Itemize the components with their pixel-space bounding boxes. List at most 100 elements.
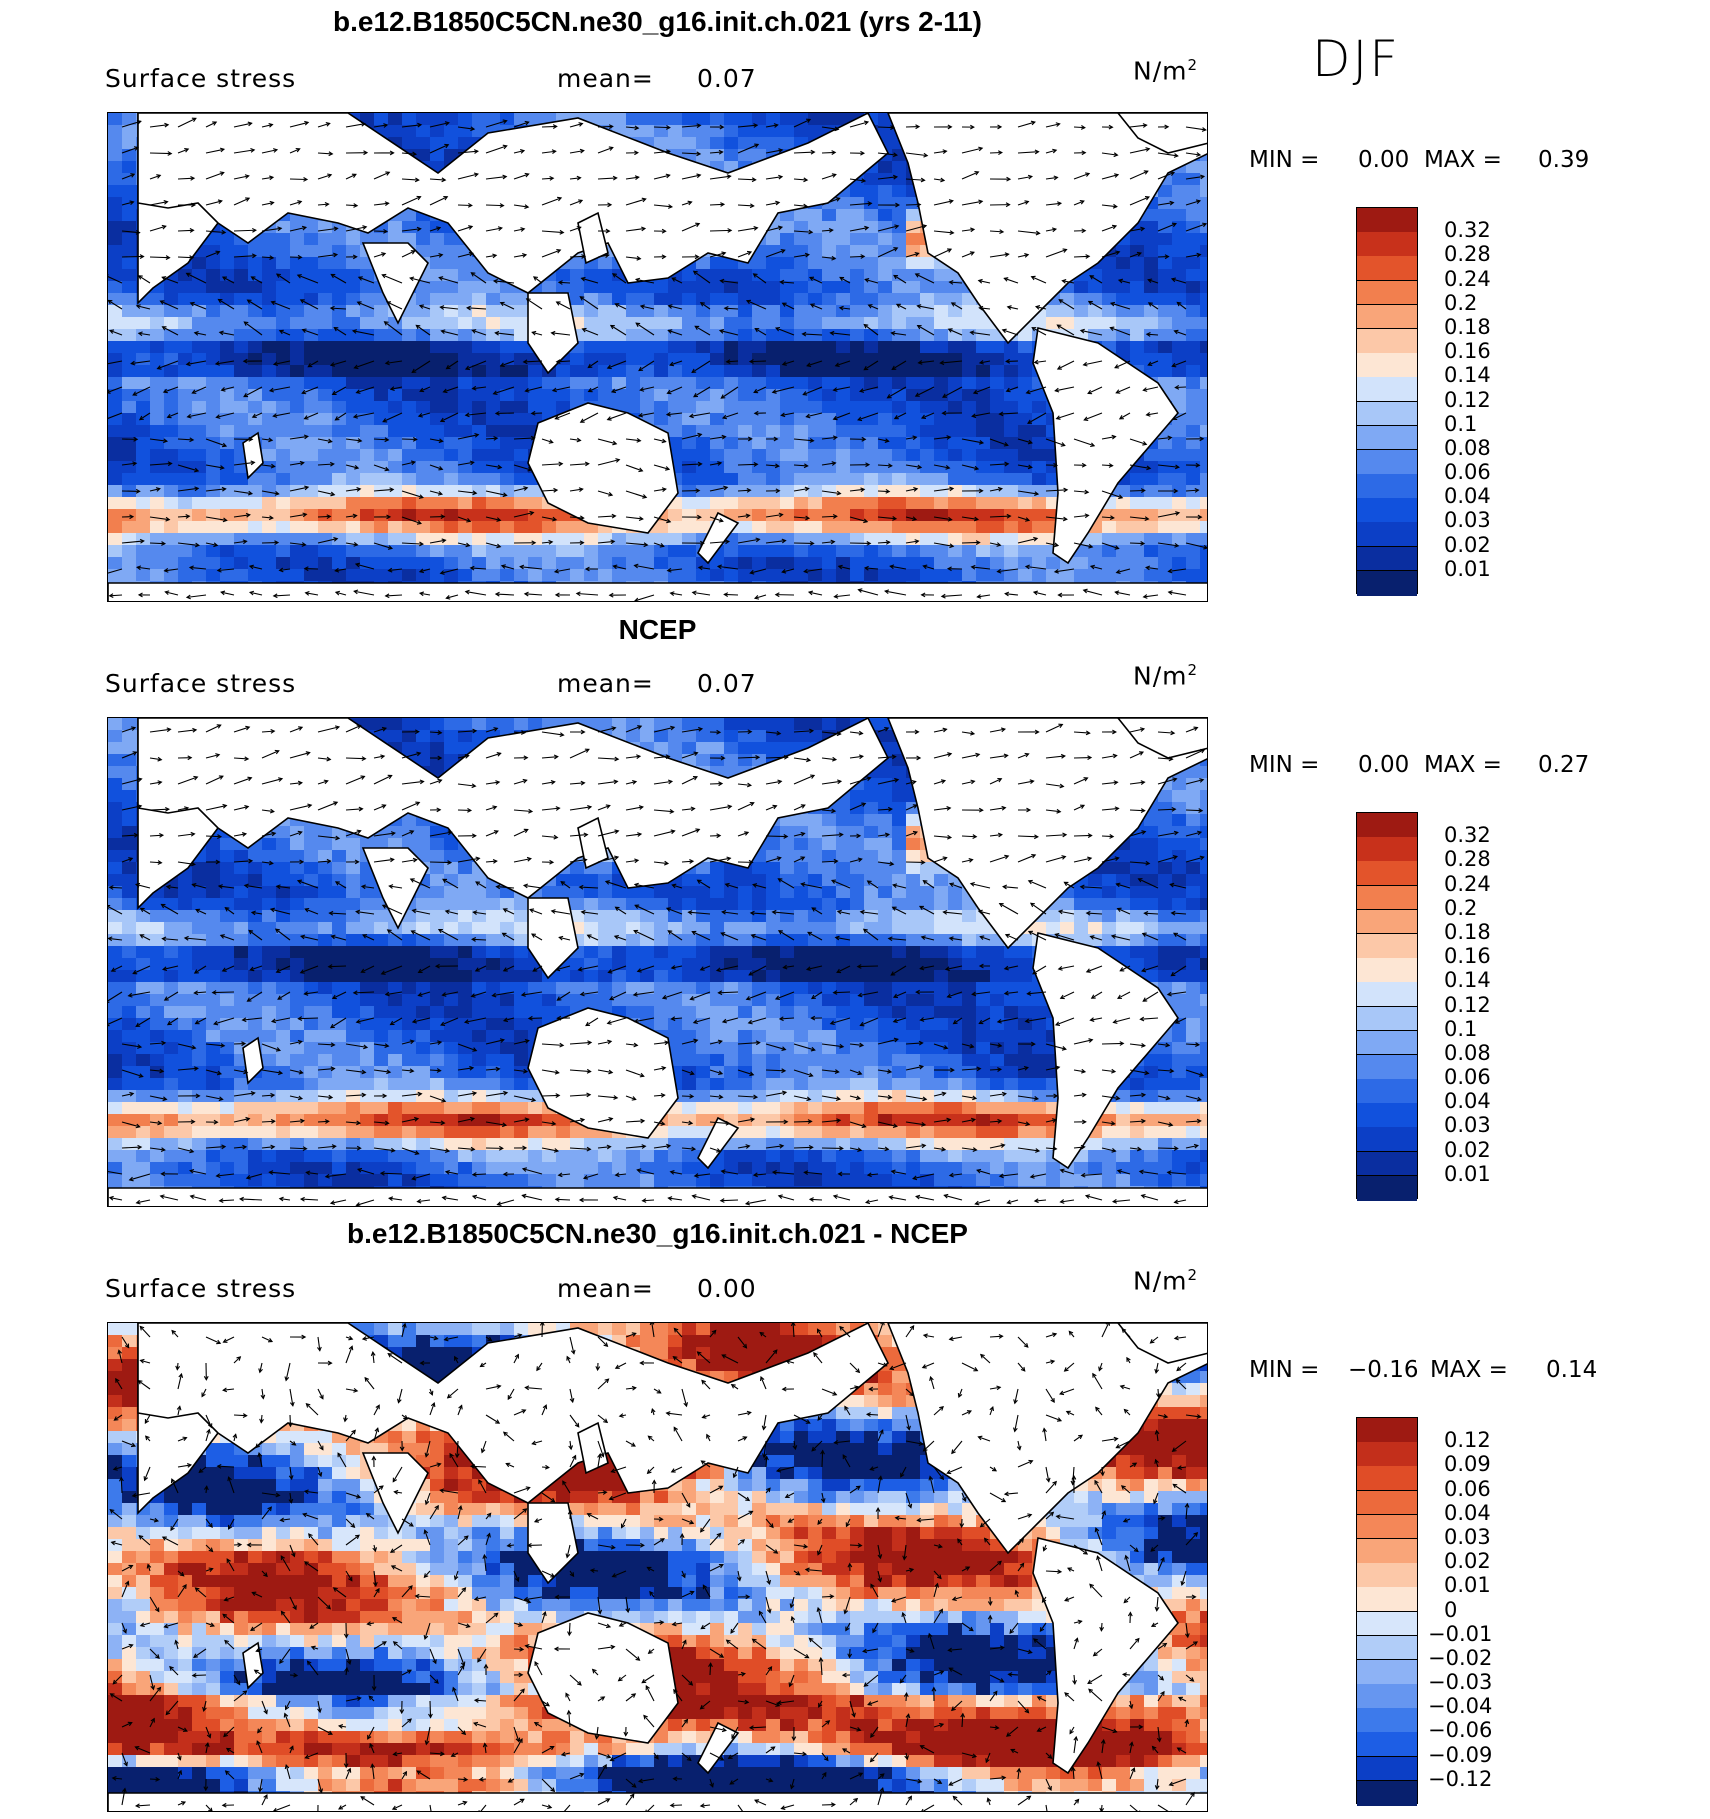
stress-vector-head: [779, 279, 785, 285]
stress-vector: [668, 329, 683, 336]
field-cell: [318, 317, 333, 330]
stress-vector-head: [1147, 361, 1153, 366]
stress-vector-head: [278, 329, 284, 335]
field-cell: [122, 317, 137, 330]
field-cell: [136, 533, 151, 546]
field-cell: [850, 197, 865, 210]
field-cell: [234, 401, 249, 414]
field-cell: [458, 557, 473, 570]
stress-vector: [457, 434, 479, 440]
stress-vector: [709, 203, 724, 206]
field-cell: [654, 742, 669, 755]
field-cell: [990, 365, 1005, 378]
stress-vector-head: [581, 254, 587, 259]
field-cell: [710, 497, 725, 510]
stress-vector-head: [890, 125, 896, 130]
field-cell: [724, 113, 739, 126]
field-cell: [1018, 365, 1033, 378]
stress-vector-head: [978, 199, 984, 205]
stress-vector-head: [1118, 415, 1124, 420]
field-cell: [304, 533, 319, 546]
stress-vector-head: [189, 228, 195, 233]
field-cell: [332, 533, 347, 546]
stress-vector: [541, 541, 553, 544]
field-cell: [136, 377, 151, 390]
field-cell: [458, 718, 473, 731]
field-cell: [472, 461, 487, 474]
stress-vector: [737, 204, 754, 207]
stress-vector-head: [353, 542, 359, 547]
stress-vector: [868, 304, 879, 310]
field-cell: [360, 497, 375, 510]
field-cell: [1158, 269, 1173, 282]
field-cell: [892, 257, 907, 270]
stress-vector-head: [612, 440, 618, 446]
stress-vector-head: [893, 274, 899, 280]
stress-vector-head: [579, 540, 585, 546]
field-cell: [1144, 293, 1159, 306]
field-cell: [990, 425, 1005, 438]
stress-vector-head: [221, 229, 227, 235]
field-cell: [1200, 293, 1207, 306]
stress-vector: [653, 464, 670, 470]
field-cell: [514, 533, 529, 546]
field-cell: [164, 413, 179, 426]
field-cell: [220, 377, 235, 390]
field-cell: [486, 473, 501, 486]
stress-vector: [218, 298, 235, 310]
field-cell: [724, 149, 739, 162]
stress-vector-head: [529, 510, 535, 516]
stress-vector-head: [666, 389, 672, 395]
field-cell: [290, 233, 305, 246]
stress-vector-head: [1005, 202, 1011, 208]
field-cell: [654, 317, 669, 330]
field-cell: [164, 401, 179, 414]
field-cell: [290, 557, 305, 570]
field-cell: [892, 425, 907, 438]
stress-vector-head: [136, 565, 142, 571]
stress-vector-head: [137, 331, 143, 337]
field-cell: [122, 533, 137, 546]
stress-vector: [1185, 254, 1201, 258]
field-cell: [1088, 281, 1103, 294]
stress-vector-head: [212, 121, 218, 126]
field-cell: [346, 425, 361, 438]
stress-vector-head: [1164, 254, 1170, 260]
field-cell: [682, 353, 697, 366]
stress-vector: [653, 150, 670, 154]
stress-vector-head: [754, 327, 760, 333]
stress-vector: [401, 152, 416, 155]
field-cell: [136, 545, 151, 558]
stress-vector-head: [219, 147, 226, 153]
stress-vector: [653, 438, 666, 443]
field-cell: [724, 730, 739, 743]
field-cell: [920, 497, 935, 510]
field-cell: [738, 353, 753, 366]
stress-vector: [429, 178, 446, 181]
field-cell: [724, 449, 739, 462]
field-cell: [192, 329, 207, 342]
field-cell: [836, 221, 851, 234]
field-cell: [150, 317, 165, 330]
stress-vector: [893, 275, 907, 284]
stress-vector-head: [327, 438, 333, 444]
stress-vector: [1146, 333, 1159, 336]
field-cell: [556, 521, 571, 534]
stress-vector-head: [889, 564, 895, 570]
stress-vector: [569, 177, 581, 180]
field-cell: [822, 389, 837, 402]
field-cell: [318, 269, 333, 282]
field-cell: [346, 569, 361, 582]
field-cell: [864, 221, 879, 234]
stress-vector: [923, 565, 935, 570]
field-cell: [752, 281, 767, 294]
stress-vector-head: [946, 566, 952, 572]
stress-vector-head: [610, 539, 616, 545]
stress-vector-head: [914, 539, 920, 544]
stress-vector-head: [494, 410, 500, 416]
stress-vector-head: [1203, 544, 1207, 550]
stress-vector-head: [268, 387, 275, 393]
field-cell: [850, 305, 865, 318]
stress-vector-head: [219, 171, 225, 176]
stress-vector-head: [438, 438, 444, 444]
